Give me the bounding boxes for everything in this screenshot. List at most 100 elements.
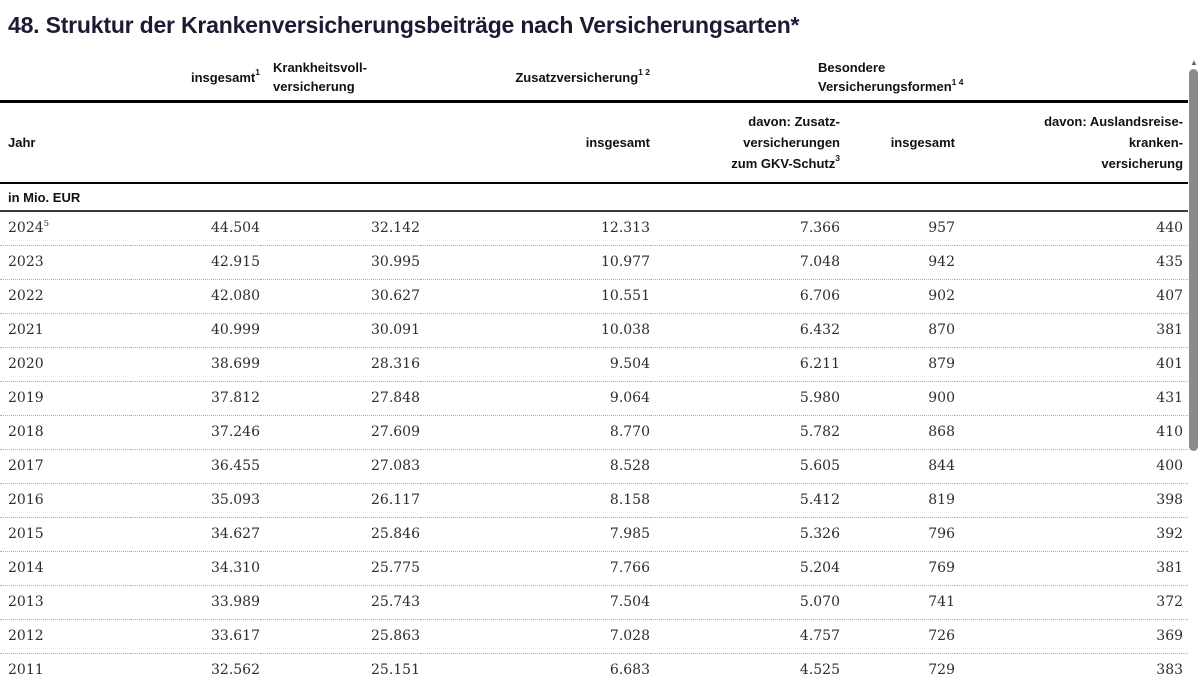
table-row: 2014 34.310 25.775 7.766 5.204 769 381: [0, 551, 1188, 585]
value-cell: 5.782: [799, 424, 840, 440]
table-row: 2013 33.989 25.743 7.504 5.070 741 372: [0, 585, 1188, 619]
value-cell: 7.504: [609, 594, 650, 610]
value-cell: 44.504: [211, 220, 260, 237]
value-cell: 796: [928, 526, 955, 542]
column-header-empty: [260, 101, 420, 183]
value-cell: 10.977: [601, 254, 650, 270]
value-cell: 4.757: [799, 628, 840, 644]
value-cell: 381: [1156, 322, 1184, 338]
value-cell: 8.528: [609, 458, 650, 474]
value-cell: 5.980: [799, 390, 840, 406]
table-row: 2019 37.812 27.848 9.064 5.980 900 431: [0, 381, 1188, 415]
value-cell: 27.848: [371, 390, 420, 406]
value-cell: 32.562: [211, 662, 260, 675]
value-cell: 819: [928, 492, 955, 508]
value-cell: 25.743: [371, 594, 420, 610]
stats-table: insgesamt1 Krankheitsvoll- versicherung …: [0, 55, 1188, 675]
value-cell: 25.151: [371, 662, 420, 675]
value-cell: 33.989: [211, 594, 260, 610]
year-cell: 2020: [8, 356, 44, 372]
year-cell: 2018: [8, 424, 44, 440]
value-cell: 32.142: [371, 220, 420, 237]
value-cell: 942: [928, 254, 955, 270]
value-cell: 902: [928, 288, 955, 304]
table-row: 2022 42.080 30.627 10.551 6.706 902 407: [0, 279, 1188, 313]
scroll-up-icon[interactable]: ▲: [1190, 58, 1198, 67]
value-cell: 6.683: [609, 662, 650, 675]
value-cell: 5.326: [799, 526, 840, 542]
table-row: 2011 32.562 25.151 6.683 4.525 729 383: [0, 653, 1188, 675]
value-cell: 30.091: [371, 322, 420, 338]
year-cell: 2016: [8, 492, 44, 508]
value-cell: 28.316: [371, 356, 420, 372]
table-row: 2023 42.915 30.995 10.977 7.048 942 435: [0, 245, 1188, 279]
footnote-sup: 5: [43, 218, 50, 229]
value-cell: 879: [928, 356, 955, 372]
value-cell: 5.070: [799, 594, 840, 610]
value-cell: 12.313: [601, 220, 650, 237]
year-cell: 20245: [8, 218, 50, 237]
table-viewport: insgesamt1 Krankheitsvoll- versicherung …: [0, 55, 1188, 675]
value-cell: 726: [928, 628, 955, 644]
group-header-row: insgesamt1 Krankheitsvoll- versicherung …: [0, 55, 1188, 101]
value-cell: 407: [1156, 288, 1184, 304]
group-header-insgesamt: insgesamt1: [190, 67, 260, 85]
value-cell: 40.999: [211, 322, 260, 338]
value-cell: 844: [928, 458, 955, 474]
value-cell: 35.093: [211, 492, 260, 508]
value-cell: 10.551: [601, 288, 650, 304]
vertical-scrollbar[interactable]: ▲: [1188, 55, 1200, 675]
value-cell: 4.525: [799, 662, 840, 675]
value-cell: 9.504: [609, 356, 650, 372]
value-cell: 8.158: [609, 492, 650, 508]
year-cell: 2014: [8, 560, 44, 576]
value-cell: 5.204: [799, 560, 840, 576]
value-cell: 6.211: [799, 356, 840, 372]
value-cell: 400: [1156, 458, 1184, 474]
value-cell: 27.609: [371, 424, 420, 440]
value-cell: 729: [928, 662, 955, 675]
value-cell: 34.310: [211, 560, 260, 576]
year-cell: 2023: [8, 254, 44, 270]
value-cell: 33.617: [211, 628, 260, 644]
value-cell: 10.038: [601, 322, 650, 338]
year-cell: 2012: [8, 628, 44, 644]
value-cell: 741: [928, 594, 955, 610]
column-header-row: Jahr insgesamt davon: Zusatz- versicheru…: [0, 101, 1188, 183]
year-cell: 2011: [8, 662, 44, 675]
value-cell: 372: [1156, 594, 1184, 610]
year-cell: 2019: [8, 390, 44, 406]
year-cell: 2021: [8, 322, 44, 338]
value-cell: 25.846: [371, 526, 420, 542]
year-cell: 2017: [8, 458, 44, 474]
value-cell: 383: [1156, 662, 1184, 675]
value-cell: 36.455: [211, 458, 260, 474]
value-cell: 9.064: [609, 390, 650, 406]
value-cell: 25.863: [371, 628, 420, 644]
table-row: 2018 37.246 27.609 8.770 5.782 868 410: [0, 415, 1188, 449]
group-header-zusatzversicherung: Zusatzversicherung1 2: [515, 67, 650, 85]
scrollbar-thumb[interactable]: [1189, 69, 1198, 451]
value-cell: 5.605: [799, 458, 840, 474]
value-cell: 30.627: [371, 288, 420, 304]
footnote-sup: 1 2: [638, 67, 650, 78]
group-header-besondere-versicherungsformen: Besondere Versicherungsformen1 4: [818, 60, 964, 95]
value-cell: 381: [1156, 560, 1184, 576]
column-header-davon-gkv-schutz: davon: Zusatz- versicherungen zum GKV-Sc…: [731, 113, 840, 171]
value-cell: 868: [928, 424, 955, 440]
value-cell: 25.775: [371, 560, 420, 576]
value-cell: 42.915: [211, 254, 260, 270]
column-header-jahr: Jahr: [8, 134, 36, 150]
value-cell: 27.083: [371, 458, 420, 474]
table-row: 2012 33.617 25.863 7.028 4.757 726 369: [0, 619, 1188, 653]
value-cell: 440: [1156, 220, 1184, 237]
year-cell: 2013: [8, 594, 44, 610]
value-cell: 410: [1156, 424, 1184, 440]
column-header-empty: [130, 101, 260, 183]
value-cell: 7.048: [799, 254, 840, 270]
year-cell: 2015: [8, 526, 44, 542]
value-cell: 6.432: [799, 322, 840, 338]
footnote-sup: 1 4: [951, 76, 964, 87]
table-body: 20245 44.504 32.142 12.313 7.366 957 440…: [0, 211, 1188, 675]
value-cell: 37.246: [211, 424, 260, 440]
